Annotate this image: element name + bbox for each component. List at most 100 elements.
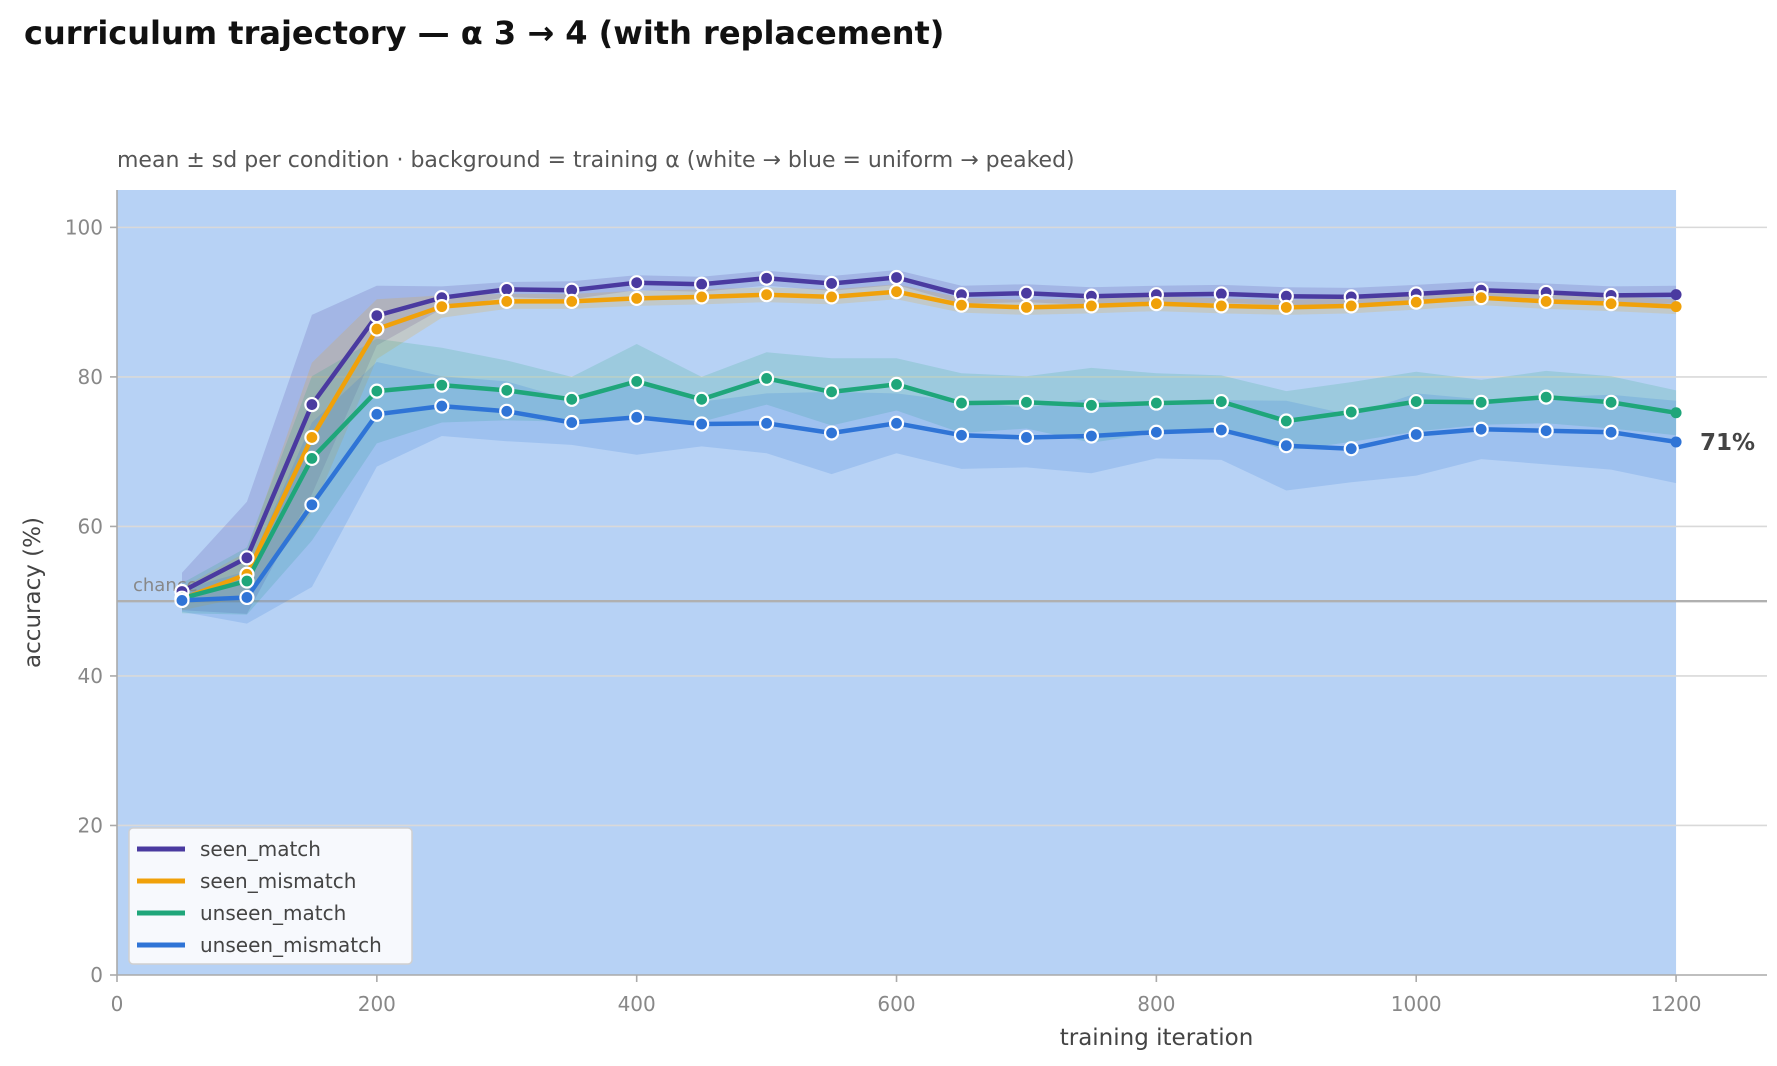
data-point-seen-mismatch (1148, 296, 1164, 312)
data-point-seen-mismatch (953, 297, 970, 313)
data-point-unseen-match (1473, 394, 1489, 410)
data-point-unseen-match (629, 373, 645, 389)
data-point-unseen-match (1278, 413, 1294, 429)
data-point-seen-match (629, 275, 645, 291)
data-point-unseen-mismatch (888, 415, 905, 431)
legend: seen_match seen_mismatch unseen_matchunsee… (128, 827, 413, 965)
data-point-unseen-mismatch (1343, 441, 1359, 457)
data-point-unseen-match (304, 450, 320, 466)
data-point-seen-mismatch (369, 321, 385, 337)
data-point-seen-mismatch (1408, 294, 1424, 310)
data-point-unseen-mismatch (369, 406, 385, 422)
data-point-seen-match (823, 275, 840, 292)
sd-band-unseen-mismatch (182, 362, 1677, 624)
data-point-unseen-match (953, 395, 970, 411)
data-point-unseen-match (888, 376, 905, 392)
data-point-seen-mismatch (629, 290, 645, 307)
data-point-seen-mismatch (694, 289, 710, 305)
data-point-seen-mismatch (564, 293, 580, 309)
series-line-seen-match (179, 275, 1679, 594)
data-point-unseen-mismatch (1670, 436, 1682, 448)
data-point-seen-mismatch (1018, 299, 1035, 315)
data-point-seen-mismatch (499, 293, 515, 309)
data-point-unseen-mismatch (1083, 428, 1100, 444)
data-point-unseen-match (1148, 395, 1164, 411)
data-point-unseen-mismatch (174, 592, 190, 609)
x-tick-label: 800 (1137, 992, 1175, 1016)
data-point-seen-mismatch (1603, 296, 1619, 312)
data-point-unseen-mismatch (304, 497, 320, 513)
data-point-seen-match (1018, 285, 1035, 301)
sd-band-unseen-match (182, 338, 1677, 615)
data-point-seen-mismatch (1538, 293, 1554, 309)
data-point-seen-mismatch (1473, 290, 1489, 306)
data-point-unseen-mismatch (694, 416, 710, 432)
data-point-seen-mismatch (1213, 298, 1229, 314)
data-point-unseen-match (1083, 397, 1100, 413)
data-point-unseen-match (369, 383, 385, 399)
data-point-seen-mismatch (759, 287, 775, 303)
data-point-unseen-match (239, 573, 255, 589)
data-point-unseen-mismatch (1408, 426, 1424, 443)
x-tick-label: 0 (111, 992, 124, 1016)
legend-label-seen-mismatch: seen_mismatch (200, 869, 356, 893)
data-point-seen-match (239, 550, 255, 566)
data-point-seen-mismatch (304, 429, 320, 446)
data-point-unseen-match (1670, 407, 1682, 419)
x-tick-label: 1200 (1651, 992, 1702, 1016)
end-value-label: 71% (1700, 430, 1755, 456)
data-point-unseen-match (759, 370, 775, 386)
data-point-unseen-match (1538, 389, 1554, 405)
series-line-seen-mismatch (179, 289, 1679, 602)
legend-label-seen-match: seen_match (200, 837, 321, 861)
data-point-unseen-mismatch (953, 427, 970, 443)
data-point-unseen-match (1603, 394, 1619, 410)
y-axis-label: accuracy (%) (20, 517, 46, 668)
y-tick-label: 20 (78, 813, 103, 837)
data-point-unseen-match (823, 384, 840, 400)
data-point-unseen-mismatch (629, 409, 645, 425)
y-tick-label: 100 (65, 215, 103, 239)
y-tick-label: 60 (78, 514, 103, 538)
x-tick-label: 200 (358, 992, 396, 1016)
y-tick-label: 0 (90, 963, 103, 987)
data-point-unseen-mismatch (1538, 423, 1554, 439)
legend-label-unseen-mismatch: unseen_mismatch (200, 933, 382, 957)
y-tick-label: 80 (78, 365, 103, 389)
data-point-unseen-match (1343, 404, 1359, 420)
data-point-unseen-mismatch (1473, 421, 1489, 437)
data-point-seen-match (369, 308, 385, 324)
data-point-seen-mismatch (1343, 298, 1359, 314)
data-point-unseen-match (564, 391, 580, 407)
data-point-unseen-match (694, 391, 710, 407)
legend-box (128, 827, 413, 965)
chart-title: curriculum trajectory — α 3 → 4 (with re… (24, 14, 945, 52)
data-point-unseen-mismatch (434, 398, 450, 414)
data-point-seen-match (759, 270, 775, 286)
data-point-unseen-mismatch (1148, 424, 1164, 440)
data-point-unseen-mismatch (499, 403, 515, 419)
data-point-seen-match (888, 269, 905, 286)
chart-subtitle: mean ± sd per condition · background = t… (117, 148, 1075, 173)
data-point-seen-mismatch (888, 284, 905, 300)
data-point-unseen-mismatch (1018, 429, 1035, 446)
x-axis-label: training iteration (1060, 1025, 1254, 1051)
data-point-unseen-mismatch (1603, 424, 1619, 440)
series-line-unseen-mismatch (179, 403, 1679, 603)
x-tick-label: 1000 (1391, 992, 1442, 1016)
data-point-seen-mismatch (1278, 299, 1294, 315)
data-point-seen-mismatch (823, 289, 840, 305)
y-tick-label: 40 (78, 664, 103, 688)
data-point-seen-match (694, 276, 710, 292)
data-point-unseen-mismatch (1278, 438, 1294, 454)
data-point-seen-match (304, 396, 320, 413)
data-point-unseen-mismatch (1213, 422, 1229, 438)
legend-label-unseen-match: unseen_match (200, 901, 346, 925)
x-tick-label: 600 (877, 992, 915, 1016)
data-point-unseen-match (1213, 393, 1229, 410)
data-point-seen-match (1670, 289, 1682, 301)
data-point-unseen-mismatch (564, 414, 580, 431)
data-point-seen-mismatch (1083, 298, 1100, 314)
x-tick-label: 400 (618, 992, 656, 1016)
